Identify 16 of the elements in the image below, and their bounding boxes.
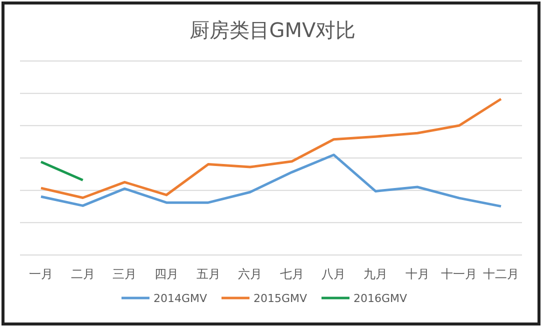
x-tick-label: 十二月 (483, 267, 519, 281)
x-tick-label: 九月 (364, 267, 388, 281)
x-tick-label: 四月 (154, 267, 178, 281)
x-tick-label: 二月 (70, 267, 95, 281)
legend-label: 2015GMV (254, 292, 308, 305)
legend-label: 2014GMV (154, 292, 208, 305)
chart-title: 厨房类目GMV对比 (189, 18, 356, 42)
x-tick-label: 一月 (29, 267, 53, 281)
x-tick-label: 八月 (322, 267, 346, 281)
x-tick-label: 七月 (280, 267, 304, 281)
x-tick-label: 十一月 (441, 267, 478, 281)
x-tick-label: 十月 (405, 267, 430, 281)
x-tick-label: 六月 (238, 267, 262, 281)
x-tick-label: 三月 (112, 267, 137, 281)
x-tick-label: 五月 (196, 267, 220, 281)
legend-label: 2016GMV (354, 292, 408, 305)
